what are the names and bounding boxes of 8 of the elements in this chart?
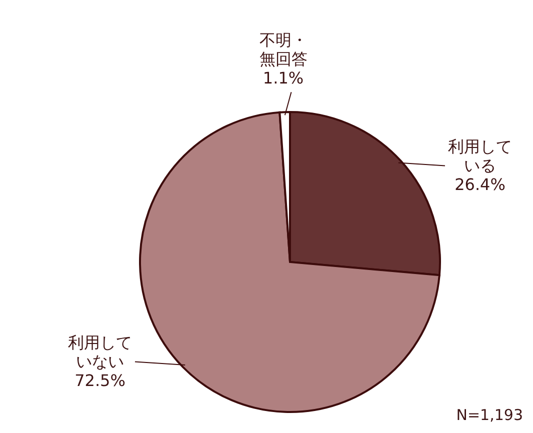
data-label: 72.5% bbox=[74, 370, 126, 390]
pie-slice bbox=[139, 111, 440, 413]
slice-label: 不明・無回答 bbox=[259, 30, 308, 69]
slice-label: 利用していない bbox=[68, 332, 132, 371]
data-label: 1.1% bbox=[262, 68, 304, 88]
data-label: 26.4% bbox=[454, 174, 506, 194]
slice-label: 利用している bbox=[448, 136, 512, 175]
text: N=1,193 bbox=[456, 406, 523, 424]
